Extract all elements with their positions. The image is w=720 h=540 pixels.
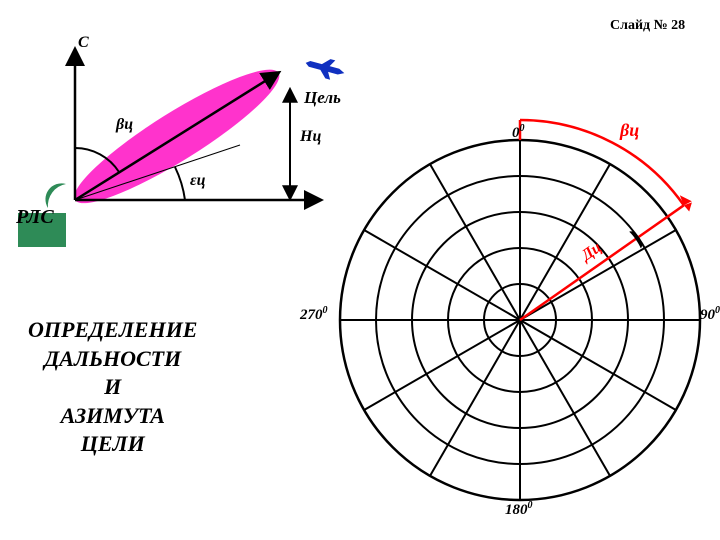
stage: Слайд № 28	[0, 0, 720, 540]
rls-label: РЛС	[16, 206, 54, 229]
title-line: АЗИМУТА	[28, 402, 197, 431]
epsilon-arc	[175, 167, 185, 200]
polar-label-s: 1800	[505, 500, 533, 519]
rls-antenna-icon	[45, 183, 66, 208]
title-line: И	[28, 373, 197, 402]
north-label: С	[78, 34, 89, 52]
azimuth-vector	[520, 205, 684, 320]
azimuth-arc	[520, 120, 684, 205]
title-line: ЦЕЛИ	[28, 430, 197, 459]
polar-label-n: 00	[512, 123, 525, 142]
target-icon	[303, 53, 347, 83]
slide-number: Слайд № 28	[610, 18, 685, 34]
polar-label-e: 900	[700, 305, 720, 324]
beta-label: βц	[116, 116, 133, 134]
page-title: ОПРЕДЕЛЕНИЕ ДАЛЬНОСТИ И АЗИМУТА ЦЕЛИ	[28, 316, 197, 459]
epsilon-label: εц	[190, 172, 205, 190]
polar-label-w: 2700	[300, 305, 328, 324]
polar-beta-label: βц	[620, 120, 639, 141]
title-line: ОПРЕДЕЛЕНИЕ	[28, 316, 197, 345]
title-line: ДАЛЬНОСТИ	[28, 345, 197, 374]
beam-centerline	[75, 73, 278, 200]
polar-plot	[300, 100, 720, 540]
